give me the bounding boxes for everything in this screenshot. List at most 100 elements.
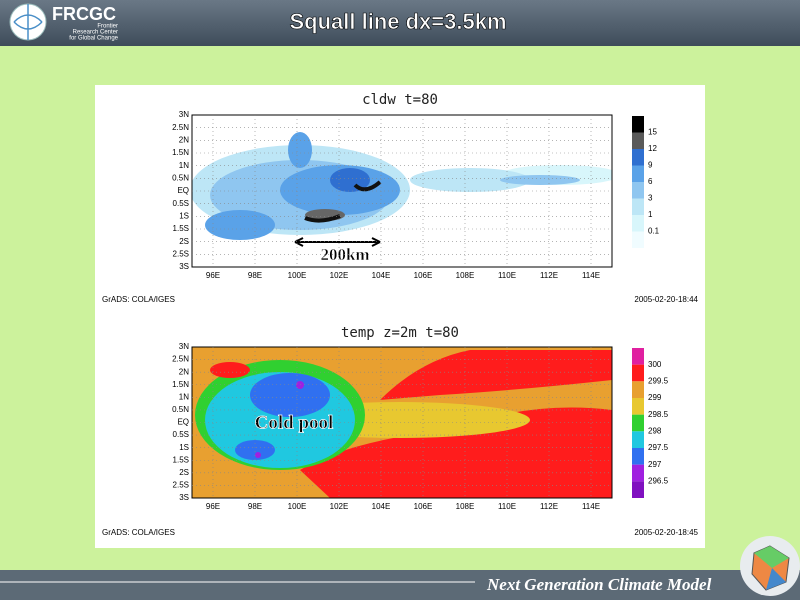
y-tick-label: 3S: [179, 262, 189, 271]
colorbar-label: 299.5: [648, 376, 669, 385]
colorbar-box: [632, 364, 644, 382]
colorbar-box: [632, 116, 644, 133]
colorbar-label: 297.5: [648, 443, 669, 452]
y-tick-label: 1.5N: [172, 148, 189, 157]
footer-emblem-gem: [754, 546, 789, 568]
y-tick-label: 2S: [179, 237, 189, 246]
colorbar-label: 9: [648, 161, 653, 170]
colorbar-box: [632, 231, 644, 248]
colorbar-box: [632, 165, 644, 182]
y-tick-label: 1N: [179, 161, 189, 170]
y-tick-label: 3N: [179, 342, 189, 351]
timestamp: 2005-02-20-18:44: [634, 295, 698, 304]
y-tick-label: 2.5N: [172, 355, 189, 364]
y-tick-label: 0.5N: [172, 405, 189, 414]
colorbar-label: 298.5: [648, 410, 669, 419]
colorbar-label: 297: [648, 460, 662, 469]
footer-bar: [0, 570, 800, 600]
scale-arrow: [294, 237, 381, 247]
org-line: Research Center: [73, 30, 118, 36]
colorbar-label: 1: [648, 210, 653, 219]
colorbar-box: [632, 198, 644, 215]
colorbar-label: 0.1: [648, 227, 660, 236]
y-tick-label: 2N: [179, 367, 189, 376]
colorbar-box: [632, 431, 644, 448]
colorbar-box: [632, 149, 644, 166]
x-tick-label: 114E: [582, 271, 600, 280]
logo-lines: [13, 4, 43, 40]
colorbar-box: [632, 448, 644, 465]
y-tick-label: 1S: [179, 443, 189, 452]
y-tick-label: 2.5S: [173, 249, 189, 258]
cloud-field: [192, 115, 612, 267]
x-tick-label: 98E: [248, 271, 262, 280]
annotation: Cold pool: [255, 412, 334, 433]
x-tick-label: 104E: [372, 502, 391, 511]
colorbar-box: [632, 414, 644, 432]
org-line: for Global Change: [69, 36, 118, 42]
header-bar: [0, 0, 800, 46]
y-tick-label: EQ: [177, 418, 189, 427]
footer-text: Next Generation Climate Model: [486, 575, 712, 594]
y-tick-label: 1S: [179, 211, 189, 220]
credit: GrADS: COLA/IGES: [102, 295, 175, 304]
x-tick-label: 112E: [540, 502, 558, 511]
x-tick-label: 100E: [288, 502, 307, 511]
colorbar-label: 300: [648, 360, 662, 369]
colorbar-label: 15: [648, 128, 657, 137]
x-tick-label: 106E: [414, 271, 433, 280]
colorbar-label: 6: [648, 177, 653, 186]
footer-emblem-gem: [766, 568, 786, 590]
colorbar-box: [632, 348, 644, 365]
credit: GrADS: COLA/IGES: [102, 528, 175, 537]
org-line: Frontier: [97, 24, 118, 30]
x-tick-label: 96E: [206, 271, 220, 280]
y-tick-label: 3N: [179, 110, 189, 119]
y-tick-label: 1.5S: [173, 455, 189, 464]
x-tick-label: 110E: [498, 502, 516, 511]
colorbar-box: [632, 132, 644, 149]
timestamp: 2005-02-20-18:45: [634, 528, 698, 537]
x-tick-label: 100E: [288, 271, 307, 280]
y-tick-label: 2.5S: [173, 481, 189, 490]
x-tick-label: 108E: [456, 271, 475, 280]
colorbar-box: [632, 182, 644, 199]
y-tick-label: 2N: [179, 135, 189, 144]
x-tick-label: 106E: [414, 502, 433, 511]
y-tick-label: 2.5N: [172, 123, 189, 132]
y-tick-label: EQ: [177, 186, 189, 195]
colorbar-label: 12: [648, 144, 657, 153]
y-tick-label: 1.5N: [172, 380, 189, 389]
x-tick-label: 102E: [330, 502, 349, 511]
x-tick-label: 104E: [372, 271, 391, 280]
colorbar-box: [632, 481, 644, 498]
colorbar-label: 299: [648, 393, 662, 402]
y-tick-label: 0.5S: [173, 430, 189, 439]
colorbar-box: [632, 215, 644, 232]
x-tick-label: 112E: [540, 271, 558, 280]
x-tick-label: 98E: [248, 502, 262, 511]
colorbar-box: [632, 381, 644, 398]
temperature-field: [192, 347, 612, 498]
y-tick-label: 3S: [179, 493, 189, 502]
y-tick-label: 1.5S: [173, 224, 189, 233]
plot-title: cldw t=80: [362, 92, 438, 108]
x-tick-label: 110E: [498, 271, 516, 280]
x-tick-label: 114E: [582, 502, 600, 511]
y-tick-label: 0.5S: [173, 199, 189, 208]
y-tick-label: 1N: [179, 392, 189, 401]
colorbar-box: [632, 398, 644, 415]
colorbar-label: 298: [648, 426, 662, 435]
y-tick-label: 0.5N: [172, 173, 189, 182]
x-tick-label: 108E: [456, 502, 475, 511]
colorbar-label: 296.5: [648, 476, 669, 485]
plot-title: temp z=2m t=80: [341, 325, 459, 341]
slide-title: Squall line dx=3.5km: [289, 9, 506, 34]
colorbar-label: 3: [648, 194, 653, 203]
logo-text: FRCGC: [52, 4, 116, 24]
x-tick-label: 96E: [206, 502, 220, 511]
x-tick-label: 102E: [330, 271, 349, 280]
y-tick-label: 2S: [179, 468, 189, 477]
colorbar-box: [632, 464, 644, 482]
